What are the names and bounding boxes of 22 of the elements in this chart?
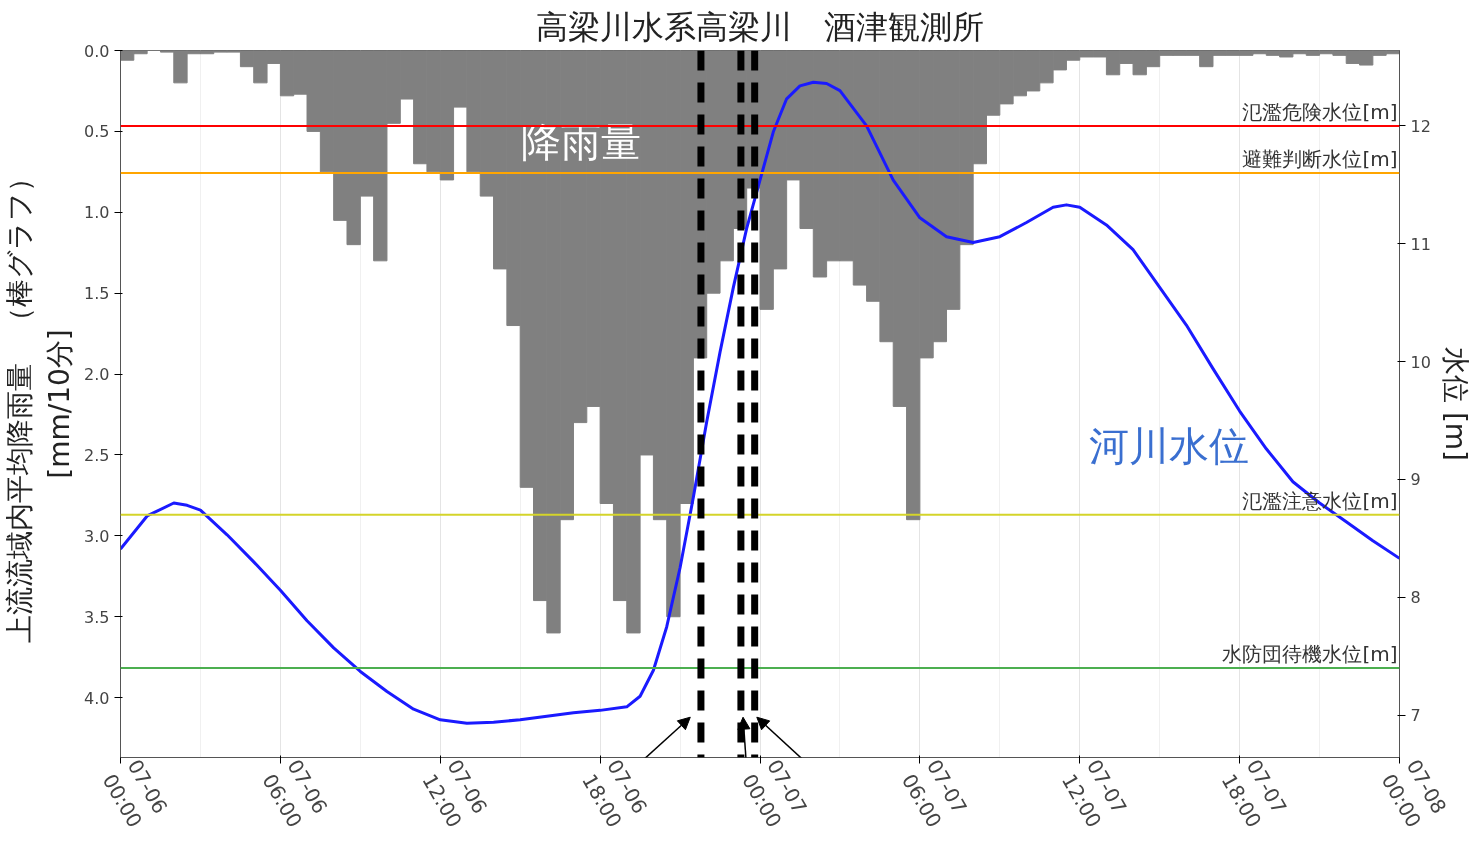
y-tick-label: 0.0 <box>84 41 110 61</box>
y-tick-label: 1.0 <box>84 203 110 223</box>
y2-tick-label: 7 <box>1410 706 1421 726</box>
y2-tick-label: 11 <box>1410 234 1431 254</box>
y-tick-label: 1.5 <box>84 284 110 304</box>
series-label: 河川水位 <box>1089 423 1250 470</box>
ref-line-label: 避難判断水位[m] <box>1242 147 1398 172</box>
y2-tick-label: 9 <box>1410 470 1421 490</box>
chart-title: 高梁川水系高梁川 酒津観測所 <box>536 7 984 46</box>
y-tick-label: 4.0 <box>84 688 110 708</box>
y-tick-label: 0.5 <box>84 122 110 142</box>
y-tick-label: 3.0 <box>84 526 110 546</box>
y-tick-label: 2.0 <box>84 365 110 385</box>
y-tick-label: 2.5 <box>84 445 110 465</box>
y-tick-label: 3.5 <box>84 607 110 627</box>
y2-tick-label: 12 <box>1410 116 1431 136</box>
y-axis-title: 上流流域内平均降雨量 （棒グラフ） [mm/10分] <box>3 164 77 644</box>
ref-line-label: 水防団待機水位[m] <box>1222 641 1398 666</box>
y2-axis-title: 水位 [m] <box>1438 346 1472 462</box>
y2-tick-label: 8 <box>1410 588 1421 608</box>
y2-tick-label: 10 <box>1410 352 1431 372</box>
ref-line-label: 氾濫危険水位[m] <box>1242 99 1398 124</box>
